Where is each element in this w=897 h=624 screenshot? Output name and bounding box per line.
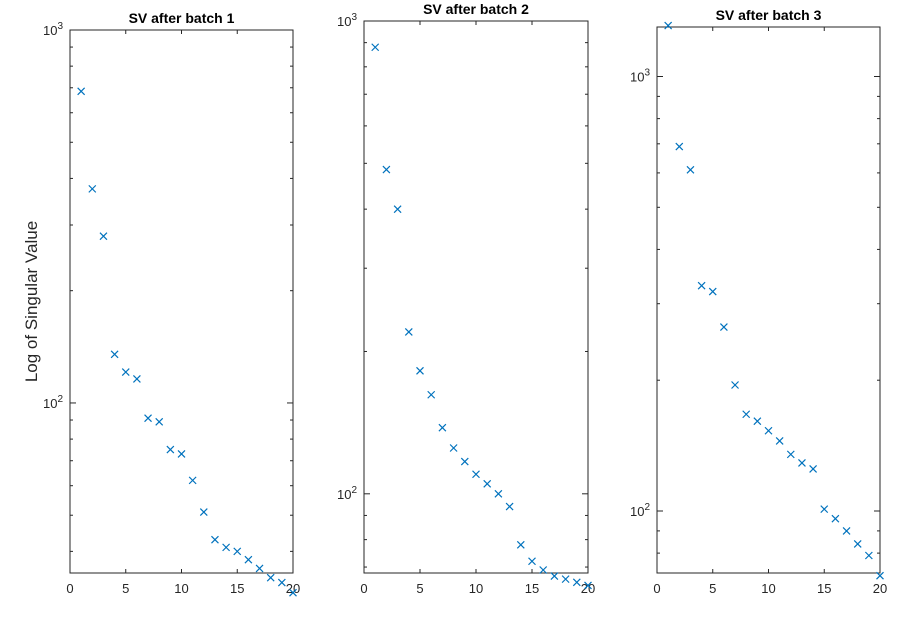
data-point bbox=[864, 551, 873, 560]
data-point bbox=[416, 366, 424, 375]
data-point bbox=[820, 505, 829, 514]
data-point bbox=[853, 539, 862, 548]
data-point bbox=[233, 547, 242, 556]
y-axis-label: Log of Singular Value bbox=[22, 221, 41, 382]
data-point bbox=[876, 571, 884, 580]
data-point bbox=[686, 165, 695, 174]
data-point bbox=[842, 526, 851, 535]
data-point bbox=[438, 423, 447, 432]
data-point bbox=[77, 87, 86, 96]
data-point bbox=[222, 543, 231, 552]
y-tick-label: 103 bbox=[630, 68, 650, 85]
data-point bbox=[289, 588, 297, 597]
data-point bbox=[561, 575, 570, 584]
x-tick-label: 10 bbox=[469, 581, 483, 596]
data-point bbox=[664, 21, 673, 30]
data-point bbox=[110, 350, 119, 359]
axes-box bbox=[656, 26, 881, 574]
data-point bbox=[675, 142, 684, 151]
x-tick-label: 10 bbox=[761, 581, 775, 596]
x-tick-label: 15 bbox=[525, 581, 539, 596]
data-point bbox=[155, 417, 164, 426]
data-point bbox=[99, 232, 108, 241]
chart-title: SV after batch 2 bbox=[423, 1, 529, 17]
x-tick-label: 15 bbox=[817, 581, 831, 596]
data-point bbox=[516, 540, 525, 549]
data-point bbox=[539, 566, 548, 574]
data-point bbox=[255, 564, 264, 573]
data-point bbox=[719, 323, 728, 332]
axes-box bbox=[363, 20, 589, 574]
data-point bbox=[697, 281, 706, 290]
x-tick-label: 20 bbox=[873, 581, 887, 596]
data-point bbox=[121, 368, 130, 377]
data-point bbox=[528, 557, 536, 566]
data-point bbox=[753, 417, 762, 426]
data-point bbox=[382, 165, 391, 174]
chart-title: SV after batch 3 bbox=[716, 7, 822, 23]
data-point bbox=[244, 555, 253, 564]
x-tick-label: 0 bbox=[66, 581, 73, 596]
data-point bbox=[809, 464, 818, 473]
data-point bbox=[483, 479, 492, 488]
data-point bbox=[472, 470, 480, 479]
y-tick-label: 102 bbox=[630, 502, 650, 519]
data-point bbox=[393, 205, 402, 214]
data-point bbox=[277, 578, 286, 587]
subplot-1: 0 5 10 15 20 102 103 SV after batch 1 Log of Sin… bbox=[22, 10, 300, 597]
y-tick-label: 102 bbox=[43, 394, 63, 411]
x-tick-label: 0 bbox=[653, 581, 660, 596]
x-tick-label: 0 bbox=[360, 581, 367, 596]
data-point bbox=[775, 436, 784, 445]
x-tick-label: 5 bbox=[709, 581, 716, 596]
data-point bbox=[505, 502, 514, 511]
data-point bbox=[550, 572, 559, 580]
chart-title: SV after batch 1 bbox=[129, 10, 235, 26]
y-tick-label: 103 bbox=[43, 21, 63, 38]
data-point bbox=[132, 374, 141, 383]
data-point bbox=[404, 327, 413, 336]
x-tick-label: 5 bbox=[416, 581, 423, 596]
data-point bbox=[584, 581, 592, 590]
data-point bbox=[742, 410, 751, 419]
data-point bbox=[708, 287, 717, 296]
axes-box bbox=[69, 29, 294, 574]
x-tick-label: 5 bbox=[122, 581, 129, 596]
data-point bbox=[199, 508, 208, 516]
y-tick-label: 103 bbox=[337, 12, 357, 29]
data-point bbox=[731, 381, 739, 389]
subplot-3: 0 5 10 15 20 102 103 SV after batch 3 bbox=[630, 7, 887, 596]
data-point bbox=[786, 450, 795, 459]
data-point bbox=[266, 573, 275, 582]
data-point bbox=[88, 184, 97, 193]
data-point bbox=[764, 426, 773, 435]
data-point bbox=[572, 578, 581, 587]
data-point bbox=[798, 459, 806, 467]
data-point bbox=[831, 514, 840, 523]
data-point bbox=[188, 476, 197, 485]
x-tick-label: 20 bbox=[286, 581, 300, 596]
x-tick-label: 10 bbox=[174, 581, 188, 596]
x-tick-label: 20 bbox=[581, 581, 595, 596]
subplot-2: 0 5 10 15 20 102 103 SV after batch 2 bbox=[337, 1, 595, 596]
data-point bbox=[211, 535, 219, 544]
y-tick-label: 102 bbox=[337, 485, 357, 502]
x-tick-label: 15 bbox=[230, 581, 244, 596]
data-point bbox=[494, 489, 503, 498]
data-point bbox=[449, 444, 458, 452]
data-point bbox=[371, 43, 380, 52]
data-point bbox=[427, 390, 436, 399]
data-point bbox=[144, 414, 152, 423]
data-point bbox=[460, 457, 469, 466]
data-point bbox=[166, 445, 175, 454]
data-point bbox=[177, 450, 186, 458]
